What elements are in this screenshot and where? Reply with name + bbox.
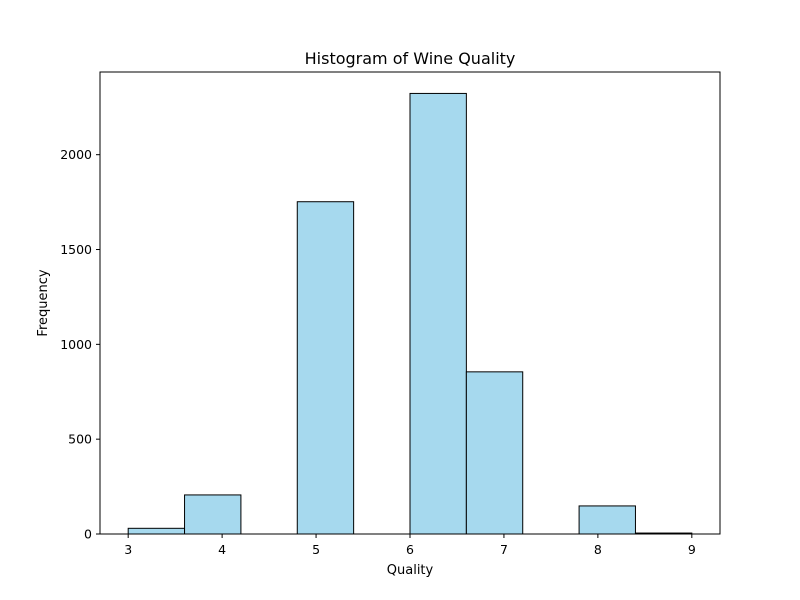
histogram-bar xyxy=(578,505,636,535)
plot-frame xyxy=(99,71,721,535)
y-axis-label: Frequency xyxy=(36,269,51,336)
histogram-bar xyxy=(127,527,186,535)
x-tick-label: 5 xyxy=(312,542,320,557)
x-tick-label: 4 xyxy=(218,542,226,557)
histogram-bar xyxy=(296,201,355,535)
x-axis-label: Quality xyxy=(387,563,434,578)
bars-group xyxy=(127,92,693,535)
chart-title: Histogram of Wine Quality xyxy=(305,49,516,68)
x-axis-ticks: 3 4 5 6 7 8 9 xyxy=(124,534,696,557)
x-tick-label: 9 xyxy=(688,542,696,557)
x-tick-label: 6 xyxy=(406,542,414,557)
histogram-bar xyxy=(465,371,524,535)
y-axis-ticks: 0 500 1000 1500 2000 xyxy=(60,147,100,542)
y-tick-label: 500 xyxy=(68,432,92,447)
histogram-bar xyxy=(184,494,242,535)
y-tick-label: 0 xyxy=(84,527,92,542)
x-tick-label: 3 xyxy=(124,542,132,557)
x-tick-label: 8 xyxy=(594,542,602,557)
x-tick-label: 7 xyxy=(500,542,508,557)
y-tick-label: 2000 xyxy=(60,147,92,162)
y-tick-label: 1500 xyxy=(60,242,92,257)
histogram-bar xyxy=(409,92,467,535)
y-tick-label: 1000 xyxy=(60,337,92,352)
